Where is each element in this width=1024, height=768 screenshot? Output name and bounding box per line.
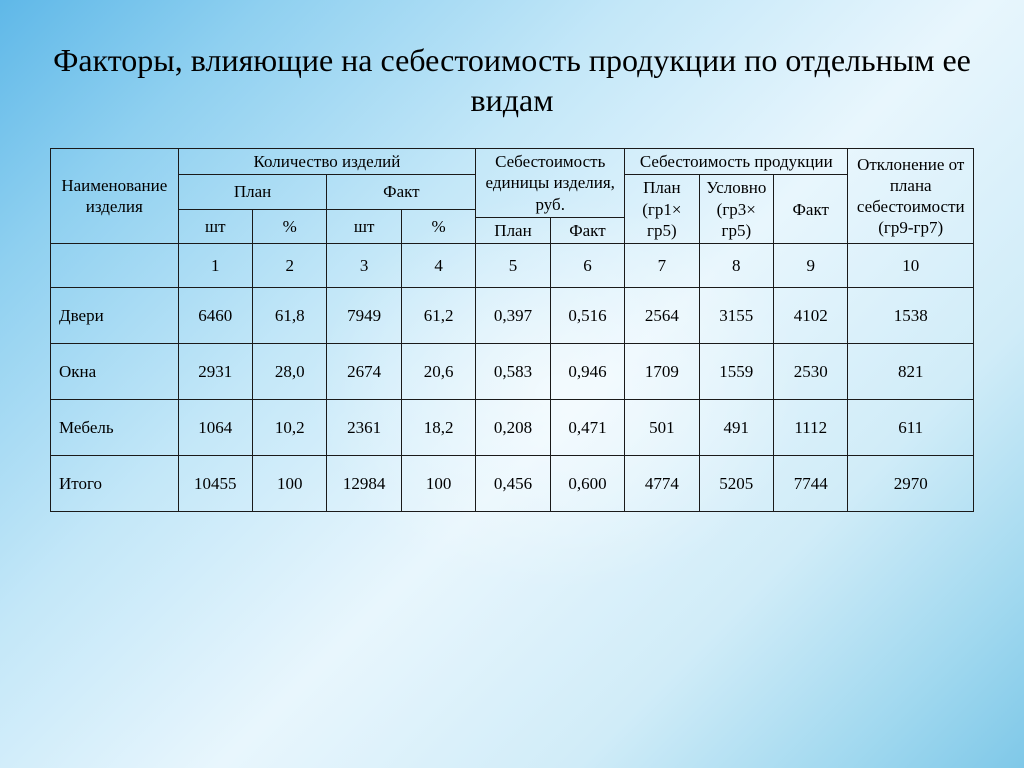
cell: 2361 bbox=[327, 400, 401, 456]
cell: 12984 bbox=[327, 456, 401, 512]
table-row: Двери 6460 61,8 7949 61,2 0,397 0,516 25… bbox=[51, 288, 974, 344]
cell: 61,8 bbox=[253, 288, 327, 344]
cell: 1709 bbox=[625, 344, 699, 400]
cell: 501 bbox=[625, 400, 699, 456]
cell: 7949 bbox=[327, 288, 401, 344]
cell: 10455 bbox=[178, 456, 252, 512]
cell: 0,397 bbox=[476, 288, 550, 344]
cell: 61,2 bbox=[401, 288, 475, 344]
cell: 0,516 bbox=[550, 288, 624, 344]
cell: 821 bbox=[848, 344, 974, 400]
col-header-pc-plan: План (гр1× гр5) bbox=[625, 175, 699, 244]
cell: 0,946 bbox=[550, 344, 624, 400]
col-header-fact-pcs: шт bbox=[327, 209, 401, 243]
cell: 0,600 bbox=[550, 456, 624, 512]
slide: Факторы, влияющие на себестоимость проду… bbox=[0, 0, 1024, 768]
cell: 0,456 bbox=[476, 456, 550, 512]
cell: 5205 bbox=[699, 456, 773, 512]
cell: 20,6 bbox=[401, 344, 475, 400]
cell: 2564 bbox=[625, 288, 699, 344]
table-row-total: Итого 10455 100 12984 100 0,456 0,600 47… bbox=[51, 456, 974, 512]
col-header-fact: Факт bbox=[327, 175, 476, 209]
cost-factors-table: Наименование изделия Количество изделий … bbox=[50, 148, 974, 512]
col-header-fact-pct: % bbox=[401, 209, 475, 243]
col-header-plan-pcs: шт bbox=[178, 209, 252, 243]
table-row: Мебель 1064 10,2 2361 18,2 0,208 0,471 5… bbox=[51, 400, 974, 456]
row-label: Итого bbox=[51, 456, 179, 512]
cell: 7744 bbox=[774, 456, 848, 512]
cell: 2970 bbox=[848, 456, 974, 512]
colnum: 4 bbox=[401, 244, 475, 288]
cell: 6460 bbox=[178, 288, 252, 344]
colnum-blank bbox=[51, 244, 179, 288]
col-header-qty: Количество изделий bbox=[178, 149, 476, 175]
cell: 1112 bbox=[774, 400, 848, 456]
cell: 491 bbox=[699, 400, 773, 456]
colnum: 5 bbox=[476, 244, 550, 288]
cell: 2931 bbox=[178, 344, 252, 400]
cell: 0,208 bbox=[476, 400, 550, 456]
col-header-uc-fact: Факт bbox=[550, 217, 624, 243]
cell: 2530 bbox=[774, 344, 848, 400]
col-header-deviation: Отклонение от плана себестоимости (гр9-г… bbox=[848, 149, 974, 244]
cell: 611 bbox=[848, 400, 974, 456]
colnum: 6 bbox=[550, 244, 624, 288]
col-header-pc-fact: Факт bbox=[774, 175, 848, 244]
colnum: 1 bbox=[178, 244, 252, 288]
colnum: 7 bbox=[625, 244, 699, 288]
colnum: 2 bbox=[253, 244, 327, 288]
colnum: 3 bbox=[327, 244, 401, 288]
row-label: Окна bbox=[51, 344, 179, 400]
cell: 18,2 bbox=[401, 400, 475, 456]
cell: 2674 bbox=[327, 344, 401, 400]
cell: 100 bbox=[401, 456, 475, 512]
cell: 1064 bbox=[178, 400, 252, 456]
col-header-plan: План bbox=[178, 175, 327, 209]
row-label: Двери bbox=[51, 288, 179, 344]
col-header-unitcost: Себестоимость единицы изделия, руб. bbox=[476, 149, 625, 218]
cell: 0,583 bbox=[476, 344, 550, 400]
col-header-prodcost: Себестоимость продукции bbox=[625, 149, 848, 175]
row-label: Мебель bbox=[51, 400, 179, 456]
cell: 100 bbox=[253, 456, 327, 512]
cell: 10,2 bbox=[253, 400, 327, 456]
col-header-plan-pct: % bbox=[253, 209, 327, 243]
col-header-pc-cond: Условно (гр3× гр5) bbox=[699, 175, 773, 244]
cell: 1538 bbox=[848, 288, 974, 344]
cell: 28,0 bbox=[253, 344, 327, 400]
table-colnum-row: 1 2 3 4 5 6 7 8 9 10 bbox=[51, 244, 974, 288]
slide-title: Факторы, влияющие на себестоимость проду… bbox=[50, 40, 974, 120]
cell: 3155 bbox=[699, 288, 773, 344]
cell: 4774 bbox=[625, 456, 699, 512]
cell: 4102 bbox=[774, 288, 848, 344]
colnum: 9 bbox=[774, 244, 848, 288]
colnum: 10 bbox=[848, 244, 974, 288]
table-row: Окна 2931 28,0 2674 20,6 0,583 0,946 170… bbox=[51, 344, 974, 400]
colnum: 8 bbox=[699, 244, 773, 288]
cell: 0,471 bbox=[550, 400, 624, 456]
cell: 1559 bbox=[699, 344, 773, 400]
col-header-name: Наименование изделия bbox=[51, 149, 179, 244]
col-header-uc-plan: План bbox=[476, 217, 550, 243]
